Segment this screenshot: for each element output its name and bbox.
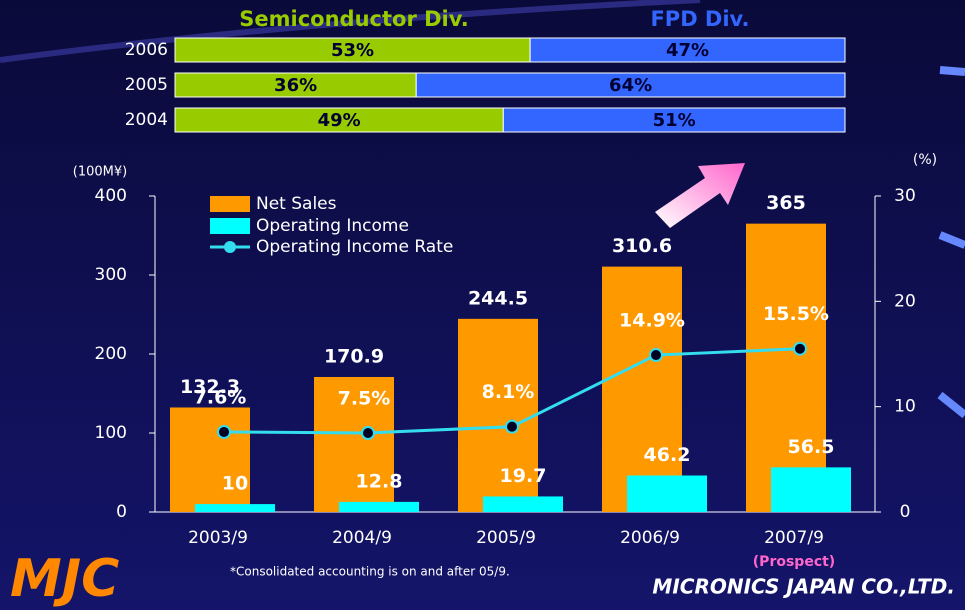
x-tick-label: 2006/9 bbox=[620, 528, 680, 548]
row-label: 2004 bbox=[125, 110, 168, 130]
y-tick-label: 300 bbox=[95, 265, 127, 285]
rate-label: 8.1% bbox=[482, 381, 535, 403]
row-label: 2006 bbox=[125, 40, 168, 60]
decor-streak bbox=[938, 231, 965, 249]
company-name: MICRONICS JAPAN CO.,LTD. bbox=[652, 575, 955, 599]
y-axis-label: (100M¥) bbox=[73, 165, 127, 180]
value-label: 310.6 bbox=[612, 235, 672, 257]
legend-label: Semiconductor Div. bbox=[239, 7, 468, 31]
y2-tick-label: 10 bbox=[894, 397, 916, 417]
decor-streak bbox=[0, 0, 701, 63]
legend-swatch bbox=[224, 241, 236, 253]
bar bbox=[627, 475, 707, 512]
rate-label: 7.5% bbox=[338, 388, 391, 410]
footnote: *Consolidated accounting is on and after… bbox=[230, 565, 510, 579]
bar bbox=[771, 467, 851, 512]
division-chart: Semiconductor Div. FPD Div. 2006 53% 47% 2005… bbox=[125, 7, 846, 133]
y2-tick-label: 30 bbox=[894, 186, 916, 206]
line-point bbox=[217, 424, 231, 439]
rate-label: 7.6% bbox=[194, 386, 247, 408]
y2-tick-label: 20 bbox=[894, 291, 916, 311]
line-point bbox=[793, 341, 807, 356]
value-label: 46.2 bbox=[644, 444, 691, 466]
value-label: 56.5 bbox=[788, 436, 835, 458]
x-tick-label: 2007/9 bbox=[764, 528, 824, 548]
decor-streak bbox=[939, 66, 965, 76]
legend-label: FPD Div. bbox=[650, 7, 749, 31]
y-tick-label: 100 bbox=[95, 423, 127, 443]
bar-segment bbox=[502, 107, 846, 133]
value-label: 244.5 bbox=[468, 287, 528, 309]
bar-segment bbox=[415, 72, 846, 98]
line-point bbox=[649, 348, 663, 363]
value-label: 36% bbox=[274, 75, 317, 96]
bar bbox=[195, 504, 275, 512]
line-point bbox=[361, 426, 375, 440]
annotation: (Prospect) bbox=[753, 554, 835, 570]
rate-label: 15.5% bbox=[763, 303, 829, 325]
bar bbox=[483, 496, 563, 512]
value-label: 132.3 bbox=[180, 376, 240, 398]
bar bbox=[170, 407, 250, 512]
rate-label: 14.9% bbox=[619, 310, 685, 332]
legend-label: Operating Income Rate bbox=[256, 237, 453, 257]
decor-streak bbox=[937, 391, 965, 419]
x-tick-label: 2005/9 bbox=[476, 528, 536, 548]
value-label: 170.9 bbox=[324, 345, 384, 367]
x-tick-label: 2004/9 bbox=[332, 528, 392, 548]
x-tick-label: 2003/9 bbox=[188, 528, 248, 548]
value-label: 51% bbox=[653, 110, 696, 131]
y2-axis-label: (%) bbox=[913, 152, 937, 168]
row-label: 2005 bbox=[125, 75, 168, 95]
value-label: 12.8 bbox=[356, 470, 403, 492]
y-tick-label: 0 bbox=[116, 502, 127, 522]
value-label: 19.7 bbox=[500, 465, 547, 487]
bar bbox=[339, 501, 419, 512]
legend-label: Operating Income bbox=[256, 216, 409, 236]
value-label: 53% bbox=[331, 40, 374, 61]
value-label: 10 bbox=[222, 473, 248, 495]
bar bbox=[746, 223, 826, 512]
y-tick-label: 400 bbox=[95, 186, 127, 206]
line-point bbox=[505, 419, 519, 434]
value-label: 49% bbox=[318, 110, 361, 131]
value-label: 365 bbox=[766, 192, 806, 214]
legend-swatch bbox=[210, 196, 250, 212]
y-tick-label: 200 bbox=[95, 344, 127, 364]
bar bbox=[458, 318, 538, 512]
y2-tick-label: 0 bbox=[900, 502, 911, 522]
sales-chart: (100M¥) (%) 0 100 200 300 400 0 10 20 30 2003/9 2004… bbox=[73, 152, 937, 570]
trend-arrow bbox=[655, 163, 745, 228]
bar-segment bbox=[174, 72, 417, 98]
value-label: 47% bbox=[666, 40, 709, 61]
bar-segment bbox=[529, 37, 846, 63]
legend-swatch bbox=[210, 218, 250, 234]
value-label: 64% bbox=[609, 75, 652, 96]
bar bbox=[602, 266, 682, 512]
legend-label: Net Sales bbox=[256, 194, 337, 214]
bar bbox=[314, 376, 394, 512]
logo: MJC bbox=[10, 549, 119, 609]
bar-segment bbox=[174, 107, 504, 133]
